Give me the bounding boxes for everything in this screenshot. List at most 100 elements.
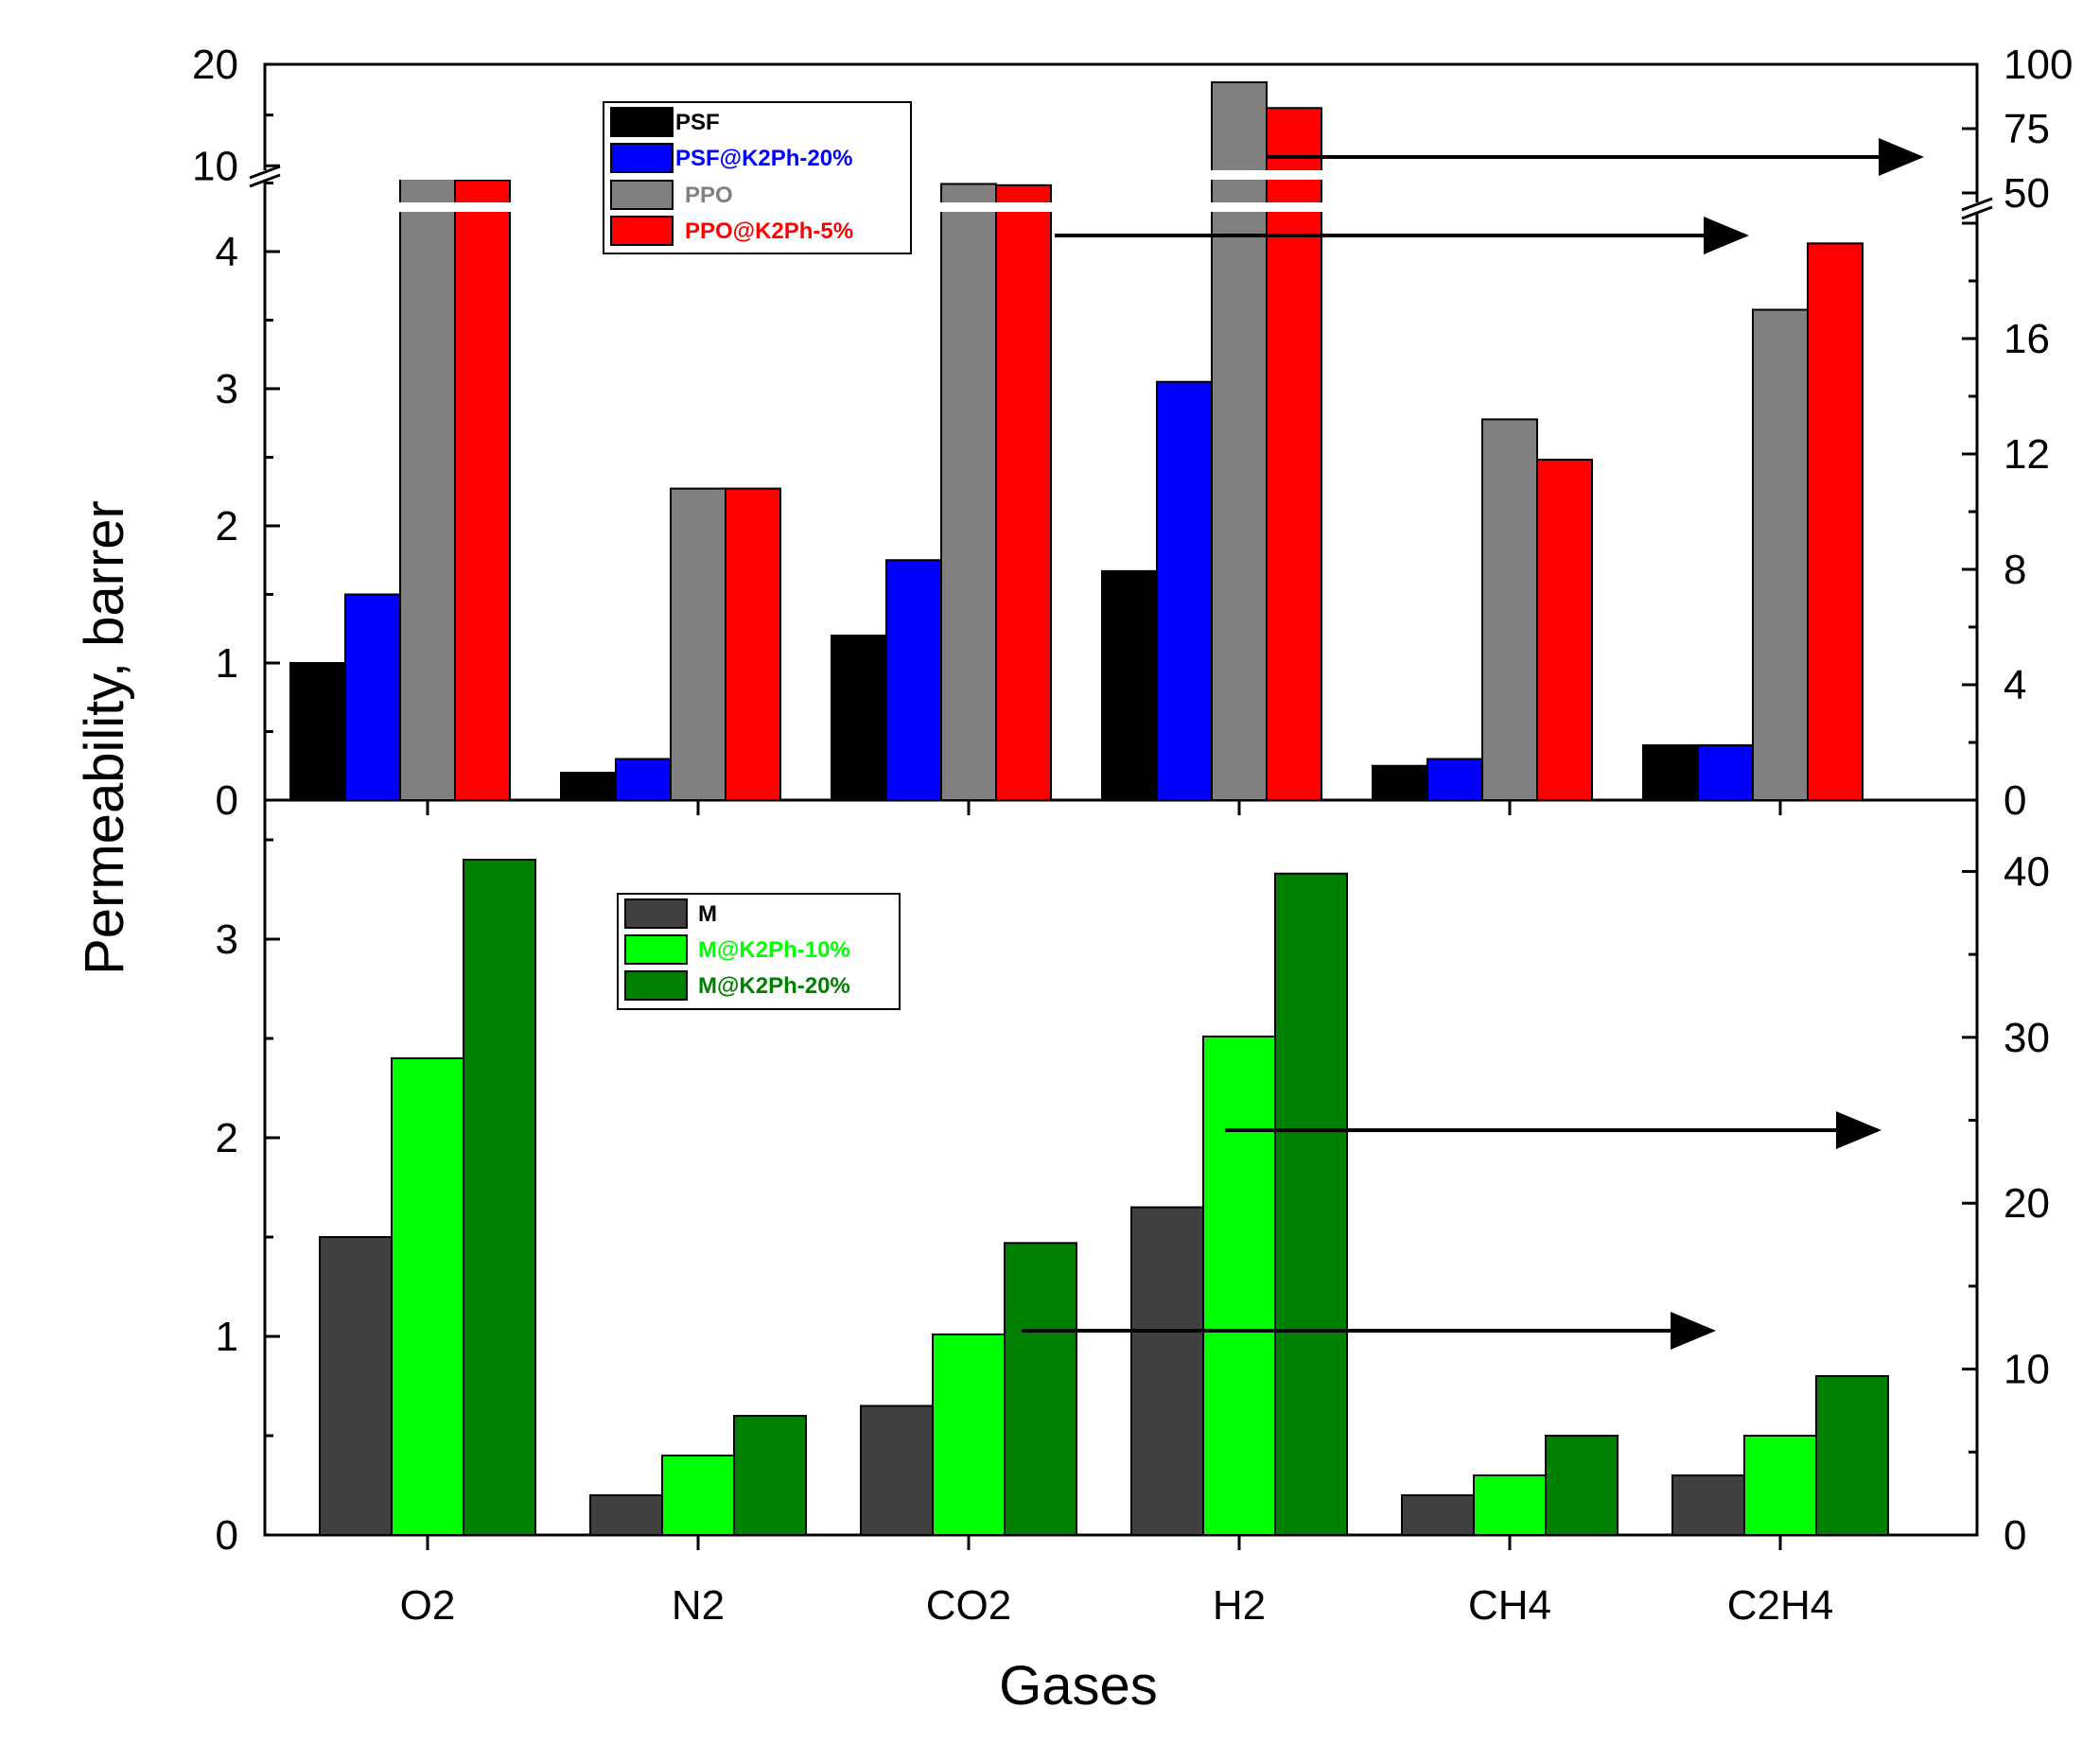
bar-m-n2 [589,1494,663,1536]
bar-m-k2ph-10--c2h4 [1743,1435,1817,1536]
top-right-tick-label: 12 [2004,431,2050,478]
legend-swatch-psf-k2ph [610,143,674,173]
bar-ppo-k2ph-5--ch4 [1536,459,1593,801]
bar-ppo-k2ph-5--n2 [725,487,781,801]
legend-label-m: M [698,901,717,927]
top-left-tick-label: 1 [216,640,238,687]
top-right-tick-label: 8 [2004,547,2026,593]
right-break-mark [1961,205,1993,220]
legend-label-ppo: PPO [685,183,733,208]
axis-break-masks [249,64,1993,800]
x-tick-co2: CO2 [926,1582,1011,1629]
bar-psf-k2ph-20--h2 [1156,380,1213,801]
bar-m-h2 [1130,1206,1204,1536]
legend-swatch-ppo-k2ph [610,216,674,246]
x-tick-o2: O2 [400,1582,456,1629]
legend-label-psf-k2ph: PSF@K2Ph-20% [675,146,852,171]
bar-ppo-k2ph-5--h2 [1266,107,1322,802]
left-break-mark [249,165,281,180]
top-left-upper-tick-label: 20 [192,42,238,88]
bottom-right-tick-label: 20 [2004,1180,2050,1227]
bar-psf-c2h4 [1642,744,1699,801]
top-left-tick-label: 2 [216,503,238,549]
bar-ppo-k2ph-5--o2 [454,179,511,801]
legend-swatch-ppo [610,180,674,210]
bar-ppo-h2 [1211,81,1268,802]
bottom-right-tick-label: 10 [2004,1347,2050,1393]
bar-m-k2ph-20--c2h4 [1815,1375,1889,1536]
bar-ppo-c2h4 [1752,308,1809,801]
top-right-tick-label: 0 [2004,777,2026,824]
legend-swatch-m-k2ph-10 [624,934,688,965]
bar-ppo-n2 [670,487,726,801]
top-right-upper-tick-label: 100 [2004,42,2073,88]
bar-ppo-co2 [940,183,997,802]
top-right-tick-label: 4 [2004,662,2026,708]
bottom-right-tick-label: 0 [2004,1512,2026,1559]
bottom-right-tick-label: 40 [2004,848,2050,895]
bottom-left-tick-label: 3 [216,916,238,963]
left-break-mark [249,173,281,188]
top-left-upper-tick-label: 10 [192,143,238,189]
bar-psf-co2 [831,635,887,801]
bar-psf-ch4 [1372,764,1428,801]
x-tick-ch4: CH4 [1468,1582,1551,1629]
bar-psf-k2ph-20--o2 [344,593,401,801]
x-axis-title: Gases [999,1655,1158,1717]
right-break-mark [1961,197,1993,212]
bar-ppo-k2ph-5--co2 [995,183,1052,801]
bar-ppo-k2ph-5--c2h4 [1807,242,1864,802]
bottom-panel-bars [319,859,1889,1537]
bar-m-k2ph-10--o2 [391,1057,464,1536]
top-right-upper-tick-label: 75 [2004,106,2050,152]
legend-label-m-k2ph-10: M@K2Ph-10% [698,937,850,963]
top-right-upper-tick-label: 50 [2004,170,2050,217]
legend-swatch-m [624,898,688,929]
bar-m-k2ph-10--co2 [932,1333,1006,1537]
bar-m-co2 [860,1404,934,1536]
y-axis-title: Permeability, barrer [74,500,135,975]
bottom-left-tick-label: 1 [216,1314,238,1360]
bottom-legend: M M@K2Ph-10% M@K2Ph-20% [617,893,901,1010]
bar-m-k2ph-10--h2 [1202,1035,1276,1536]
legend-label-m-k2ph-20: M@K2Ph-20% [698,973,850,999]
legend-swatch-m-k2ph-20 [624,970,688,1001]
top-left-tick-label: 4 [216,229,238,275]
bar-psf-k2ph-20--co2 [885,559,942,801]
bar-m-k2ph-20--n2 [733,1415,807,1536]
bar-ppo-ch4 [1481,418,1538,801]
bar-m-ch4 [1401,1494,1475,1536]
legend-swatch-psf [610,107,674,137]
legend-label-ppo-k2ph: PPO@K2Ph-5% [685,218,853,244]
x-tick-c2h4: C2H4 [1727,1582,1834,1629]
left-axis-break-band [261,170,1981,180]
bar-psf-k2ph-20--c2h4 [1697,744,1754,801]
bar-m-k2ph-10--ch4 [1473,1474,1547,1536]
bar-m-k2ph-20--ch4 [1545,1435,1619,1536]
bottom-left-tick-label: 0 [216,1512,238,1559]
bottom-right-tick-label: 30 [2004,1015,2050,1061]
bar-psf-n2 [560,772,617,801]
top-legend: PSF PSF@K2Ph-20% PPO PPO@K2Ph-5% [603,101,912,254]
right-axis-break-band [261,202,1981,212]
bar-ppo-o2 [399,176,456,801]
top-left-tick-label: 0 [216,777,238,824]
x-tick-h2: H2 [1213,1582,1266,1629]
bar-psf-o2 [289,662,346,801]
bar-m-o2 [319,1236,393,1536]
bar-psf-k2ph-20--ch4 [1426,758,1483,801]
top-panel-bars [289,81,1864,802]
bar-psf-h2 [1101,569,1158,801]
top-right-tick-label: 16 [2004,316,2050,362]
top-left-tick-label: 3 [216,366,238,412]
bar-m-k2ph-20--o2 [463,859,536,1536]
legend-label-psf: PSF [675,110,720,135]
bottom-left-tick-label: 2 [216,1115,238,1161]
bar-psf-k2ph-20--n2 [615,758,672,801]
bar-m-k2ph-10--n2 [661,1455,735,1536]
x-tick-n2: N2 [672,1582,725,1629]
bar-m-k2ph-20--h2 [1274,872,1348,1536]
bar-m-k2ph-20--co2 [1004,1242,1077,1537]
